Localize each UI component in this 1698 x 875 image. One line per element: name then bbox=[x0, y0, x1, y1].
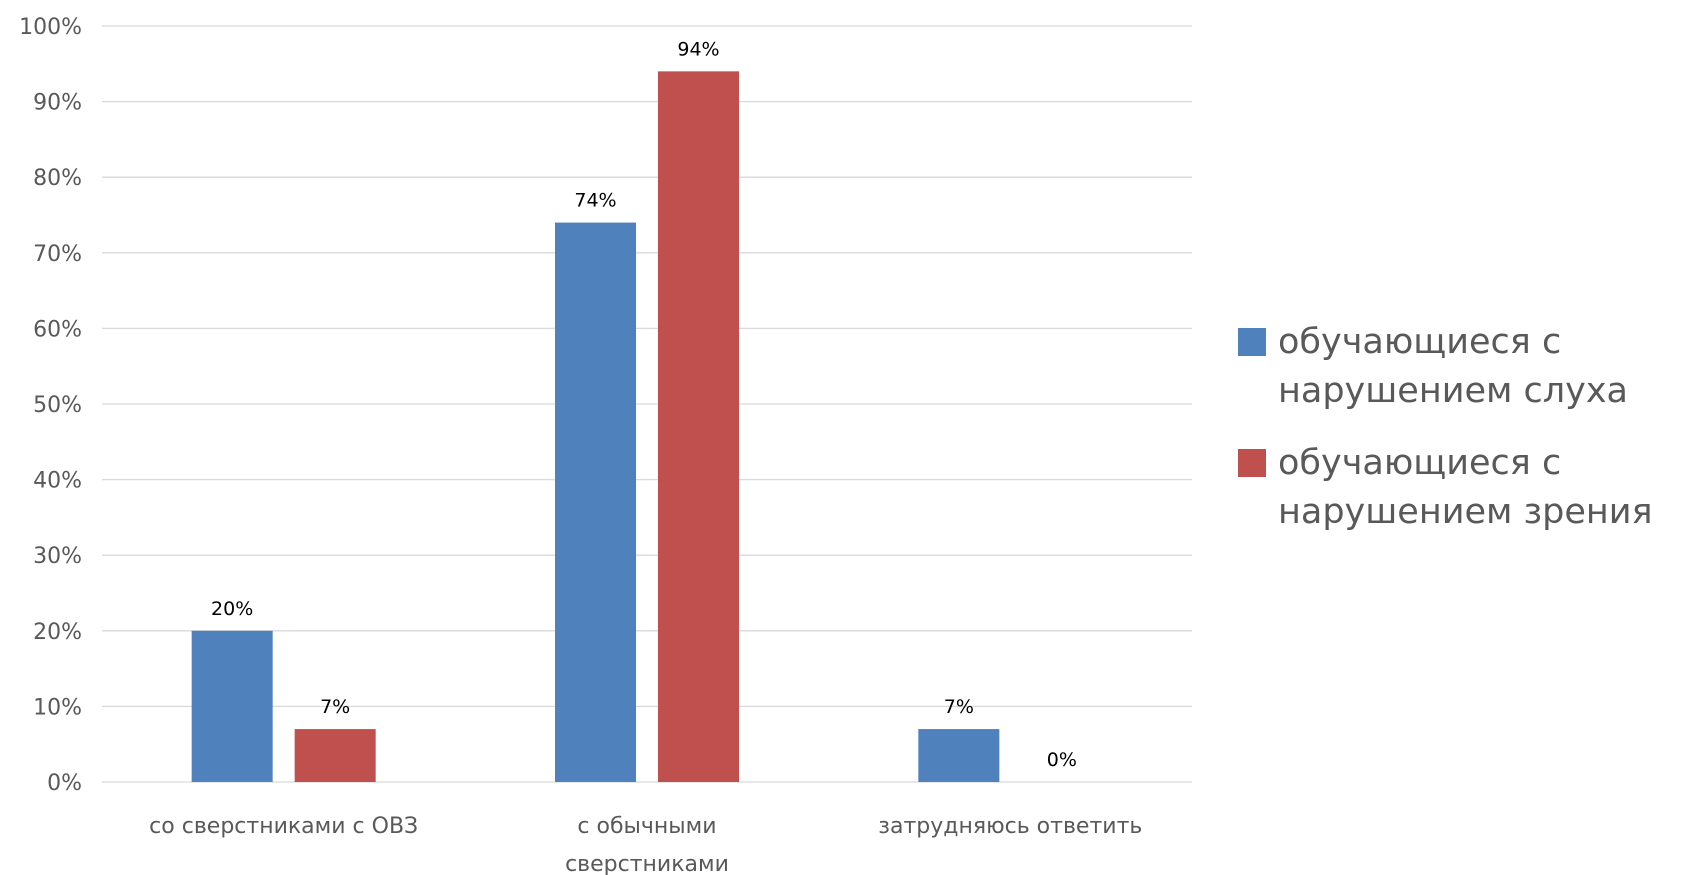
data-label: 7% bbox=[944, 696, 974, 718]
bar bbox=[191, 630, 273, 782]
y-tick-label: 50% bbox=[33, 393, 82, 418]
data-label: 94% bbox=[677, 38, 719, 60]
x-axis-category-labels: со сверстниками с ОВЗ с обычными сверстник… bbox=[149, 814, 1142, 875]
data-label: 20% bbox=[211, 598, 253, 620]
y-tick-label: 40% bbox=[33, 469, 82, 494]
legend-item: обучающиеся с нарушением слуха bbox=[1238, 322, 1628, 411]
gridlines bbox=[102, 25, 1192, 783]
y-tick-label: 80% bbox=[33, 166, 82, 191]
y-tick-label: 70% bbox=[33, 242, 82, 267]
bar bbox=[918, 729, 1000, 782]
x-category-label: со сверстниками с ОВЗ bbox=[149, 814, 418, 839]
y-tick-label: 90% bbox=[33, 91, 82, 116]
data-labels: 20% 7% 74% 94% 7% 0% bbox=[211, 38, 1077, 771]
legend: обучающиеся с нарушением слуха обучающиеся… bbox=[1238, 322, 1653, 532]
data-label: 7% bbox=[320, 696, 350, 718]
bar bbox=[294, 729, 376, 782]
legend-swatch bbox=[1238, 328, 1266, 356]
legend-swatch bbox=[1238, 449, 1266, 477]
y-tick-label: 100% bbox=[19, 15, 82, 40]
y-tick-label: 0% bbox=[47, 771, 82, 796]
x-category-label: затрудняюсь ответить bbox=[878, 814, 1142, 839]
y-tick-label: 20% bbox=[33, 620, 82, 645]
data-label: 74% bbox=[574, 190, 616, 212]
bar bbox=[555, 222, 636, 782]
y-tick-label: 30% bbox=[33, 544, 82, 569]
legend-label: обучающиеся с нарушением слуха bbox=[1278, 322, 1628, 411]
y-axis-tick-labels: 0% 10% 20% 30% 40% 50% 60% 70% 80% 90% 100% bbox=[19, 15, 82, 796]
legend-label: обучающиеся с нарушением зрения bbox=[1278, 443, 1653, 532]
data-label: 0% bbox=[1047, 749, 1077, 771]
x-category-label: с обычными сверстниками bbox=[565, 814, 729, 875]
bars bbox=[191, 71, 1000, 783]
y-tick-label: 10% bbox=[33, 695, 82, 720]
bar bbox=[658, 71, 739, 783]
legend-item: обучающиеся с нарушением зрения bbox=[1238, 443, 1653, 532]
y-tick-label: 60% bbox=[33, 317, 82, 342]
